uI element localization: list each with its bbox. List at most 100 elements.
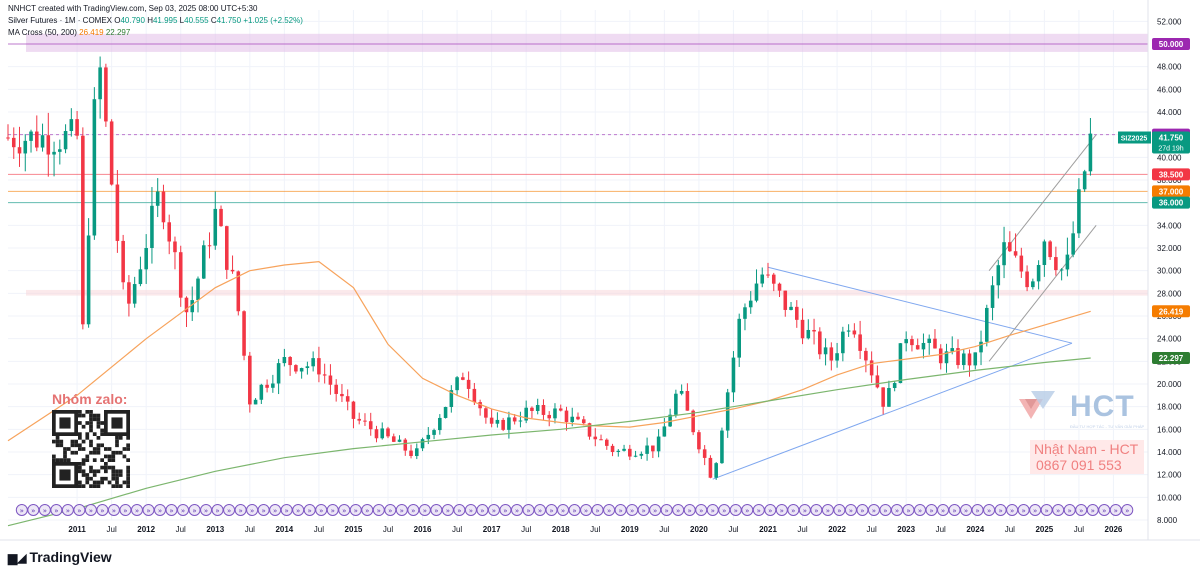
price-tick-label: 40.000 <box>1157 153 1182 162</box>
event-marker-glyph: » <box>192 507 196 515</box>
candle-body <box>846 330 851 332</box>
candle-body <box>345 396 350 402</box>
event-marker-icon <box>1086 504 1099 516</box>
candle-body <box>328 375 333 385</box>
qr-module <box>111 469 116 474</box>
time-tick-label: Jul <box>521 525 531 534</box>
price-level-tag <box>1152 196 1190 209</box>
event-marker-glyph: » <box>803 507 807 515</box>
event-marker-icon <box>177 504 190 516</box>
candle-body <box>668 414 672 427</box>
candle-body <box>46 135 51 155</box>
qr-module <box>96 443 101 448</box>
qr-module <box>89 428 93 433</box>
candle-body <box>823 347 828 355</box>
candle-body <box>357 418 361 421</box>
event-marker-glyph: » <box>31 507 35 515</box>
qr-module <box>126 458 130 462</box>
qr-module <box>115 473 119 477</box>
event-marker-icon <box>902 504 915 516</box>
event-marker-icon <box>384 504 397 516</box>
event-marker-glyph: » <box>342 507 346 515</box>
candle-body <box>881 387 885 407</box>
tradingview-logo[interactable]: ▆◢ TradingView <box>8 549 112 565</box>
candle-body <box>616 450 621 452</box>
event-marker-icon <box>407 504 420 516</box>
event-marker-icon <box>1052 504 1065 516</box>
time-tick-label: Jul <box>867 525 877 534</box>
event-marker-glyph: » <box>1102 507 1106 515</box>
candle-body <box>415 448 419 457</box>
event-marker-icon <box>1040 504 1053 516</box>
candle-body <box>904 339 908 344</box>
candle-body <box>956 348 960 366</box>
event-marker-icon <box>50 504 63 516</box>
last-price-countdown: 27d 19h <box>1158 146 1183 153</box>
time-axis[interactable]: 2011 Jul 2012 Jul 2013 Jul 2014 Jul 2015 Jul 2016 J… <box>0 525 1200 541</box>
candle-body <box>466 379 471 389</box>
qr-module <box>96 447 101 451</box>
candle-body <box>771 274 776 284</box>
event-marker-icon <box>188 504 201 516</box>
candle-body <box>489 417 494 424</box>
candle-body <box>731 357 736 393</box>
candle-body <box>961 353 966 366</box>
qr-module <box>59 458 64 462</box>
qr-module <box>100 458 104 462</box>
candle-body <box>92 99 97 236</box>
qr-module <box>70 439 75 444</box>
candle-body <box>178 252 183 298</box>
time-tick-label: 2018 <box>552 525 570 534</box>
ma-indicator-line[interactable]: MA Cross (50, 200) 26.419 22.297 <box>8 28 130 37</box>
candle-body <box>58 149 62 152</box>
price-axis[interactable]: 52.00050.00048.00046.00044.00042.00040.0… <box>1118 0 1190 540</box>
candle-body <box>639 453 644 456</box>
qr-module <box>85 458 90 462</box>
event-marker-glyph: » <box>1068 507 1072 515</box>
event-marker-icon <box>534 504 546 516</box>
qr-module <box>115 484 119 488</box>
qr-module <box>85 480 90 485</box>
ma-indicator-label: MA Cross (50, 200) <box>8 28 77 37</box>
qr-module <box>89 484 93 488</box>
qr-module <box>96 413 101 418</box>
price-tick-label: 38.000 <box>1157 176 1182 185</box>
qr-module <box>111 473 116 477</box>
symbol-name[interactable]: Silver Futures · 1M · COMEX <box>8 16 113 25</box>
candle-body <box>789 306 793 310</box>
candle-body <box>1077 189 1081 234</box>
event-marker-icon <box>649 504 662 516</box>
event-marker-icon <box>269 504 282 516</box>
qr-module <box>89 424 93 429</box>
qr-module <box>63 450 67 455</box>
candle-body <box>944 351 949 364</box>
symbol-ohlc-line: Silver Futures · 1M · COMEX O40.790 H41.… <box>8 16 303 25</box>
event-marker-icon <box>499 504 512 516</box>
candle-body <box>282 357 287 364</box>
qr-module <box>85 410 90 414</box>
event-marker-icon <box>1017 504 1030 516</box>
event-marker-glyph: » <box>503 507 507 515</box>
qr-module <box>122 447 127 451</box>
candle-body <box>213 208 218 246</box>
candle-body <box>1065 254 1070 270</box>
candle-body <box>795 306 799 320</box>
qr-module <box>126 473 130 477</box>
qr-module <box>70 443 75 448</box>
candle-body <box>115 184 120 241</box>
price-tick-label: 10.000 <box>1157 493 1182 502</box>
event-marker-glyph: » <box>618 507 622 515</box>
event-marker-icon <box>119 504 132 516</box>
event-marker-icon <box>591 504 604 516</box>
ohlc-close: 41.750 <box>216 16 242 25</box>
qr-module <box>78 413 82 418</box>
event-marker-glyph: » <box>446 507 450 515</box>
candle-body <box>662 426 667 437</box>
price-tick-label: 20.000 <box>1157 380 1182 389</box>
qr-module <box>81 484 86 488</box>
event-marker-icon <box>810 504 823 516</box>
qr-module <box>122 454 127 459</box>
time-tick-label: 2020 <box>690 525 708 534</box>
qr-module <box>115 480 119 485</box>
